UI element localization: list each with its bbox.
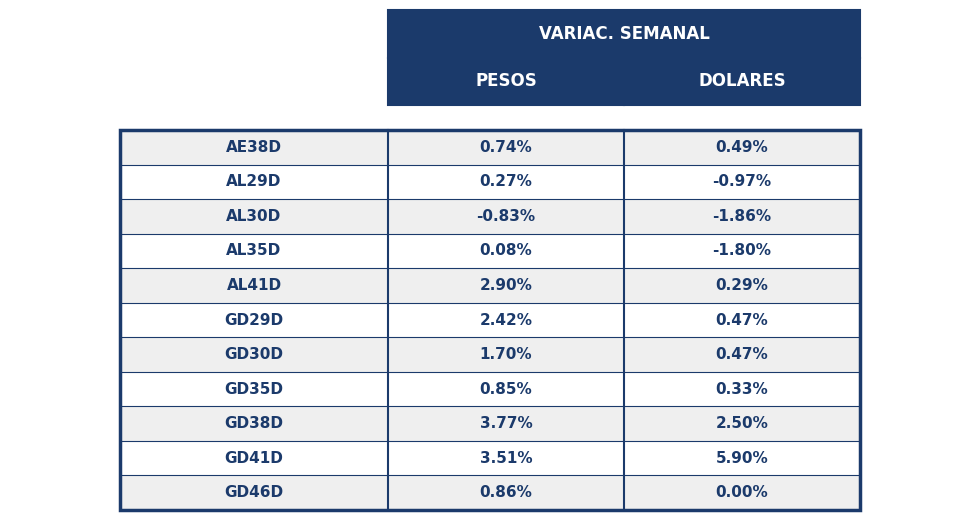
Text: 0.86%: 0.86% (479, 485, 532, 500)
Text: -1.80%: -1.80% (712, 243, 771, 259)
Text: 0.47%: 0.47% (715, 313, 768, 328)
Text: 2.42%: 2.42% (479, 313, 532, 328)
Text: AL29D: AL29D (226, 174, 281, 189)
Text: GD30D: GD30D (224, 347, 283, 362)
Text: GD46D: GD46D (224, 485, 283, 500)
Text: 0.85%: 0.85% (479, 382, 532, 396)
Text: GD29D: GD29D (224, 313, 283, 328)
Bar (388, 164, 624, 199)
Bar (624, 57, 860, 105)
Bar (120, 441, 388, 475)
Bar (388, 372, 624, 407)
Bar (624, 441, 860, 475)
Text: 0.08%: 0.08% (479, 243, 532, 259)
Bar (120, 130, 860, 510)
Bar (624, 475, 860, 510)
Bar (388, 475, 624, 510)
Bar (624, 199, 860, 234)
Bar (120, 234, 388, 268)
Text: 0.74%: 0.74% (479, 140, 532, 155)
Bar (624, 268, 860, 303)
Bar (624, 337, 860, 372)
Bar (120, 199, 388, 234)
Text: 0.00%: 0.00% (715, 485, 768, 500)
Text: 0.29%: 0.29% (715, 278, 768, 293)
Bar (120, 407, 388, 441)
Text: 0.47%: 0.47% (715, 347, 768, 362)
Bar (120, 130, 388, 164)
Text: 3.51%: 3.51% (479, 450, 532, 466)
Text: 2.90%: 2.90% (479, 278, 532, 293)
Bar (388, 407, 624, 441)
Bar (120, 164, 388, 199)
Text: 5.90%: 5.90% (715, 450, 768, 466)
Bar (624, 372, 860, 407)
Bar (624, 164, 860, 199)
Bar (388, 10, 860, 57)
Text: GD41D: GD41D (224, 450, 283, 466)
Bar (120, 303, 388, 337)
Bar (120, 268, 388, 303)
Bar (120, 475, 388, 510)
Bar (624, 303, 860, 337)
Text: -0.97%: -0.97% (712, 174, 771, 189)
Text: -0.83%: -0.83% (476, 209, 535, 224)
Text: -1.86%: -1.86% (712, 209, 771, 224)
Text: 3.77%: 3.77% (479, 416, 532, 431)
Text: AE38D: AE38D (226, 140, 282, 155)
Bar (388, 234, 624, 268)
Bar (120, 337, 388, 372)
Text: 0.27%: 0.27% (479, 174, 532, 189)
Bar (388, 303, 624, 337)
Bar (388, 441, 624, 475)
Bar (624, 234, 860, 268)
Bar (388, 130, 624, 164)
Text: DOLARES: DOLARES (698, 72, 786, 90)
Bar (388, 199, 624, 234)
Bar (624, 407, 860, 441)
Text: GD38D: GD38D (224, 416, 283, 431)
Text: AL30D: AL30D (226, 209, 281, 224)
Text: VARIAC. SEMANAL: VARIAC. SEMANAL (539, 25, 710, 43)
Bar (388, 337, 624, 372)
Bar (120, 372, 388, 407)
Text: PESOS: PESOS (475, 72, 537, 90)
Text: GD35D: GD35D (224, 382, 283, 396)
Bar (624, 130, 860, 164)
Text: 0.33%: 0.33% (715, 382, 768, 396)
Text: 2.50%: 2.50% (715, 416, 768, 431)
Bar (388, 57, 624, 105)
Bar (388, 268, 624, 303)
Text: 0.49%: 0.49% (715, 140, 768, 155)
Text: 1.70%: 1.70% (479, 347, 532, 362)
Text: AL35D: AL35D (226, 243, 281, 259)
Text: AL41D: AL41D (226, 278, 281, 293)
